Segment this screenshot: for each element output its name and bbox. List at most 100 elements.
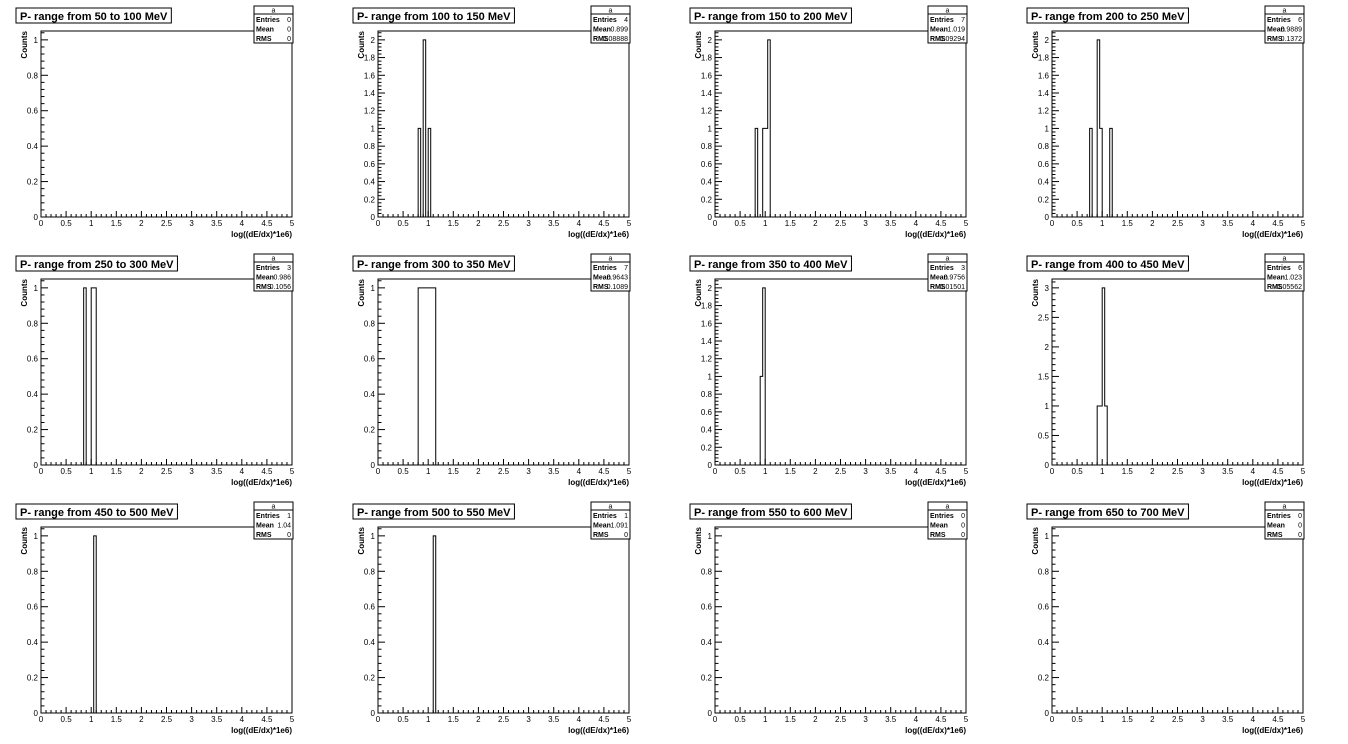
stats-mean-value: 1.023 — [1284, 275, 1302, 282]
x-tick-label: 5 — [290, 219, 295, 228]
stats-rms-value: 0.01501 — [940, 284, 965, 291]
x-tick-label: 1 — [763, 715, 768, 724]
x-axis-label: log((dE/dx)*1e6) — [231, 230, 292, 239]
stats-rms-value: 0.1372 — [1281, 36, 1303, 43]
y-tick-label: 1 — [708, 124, 713, 133]
x-tick-label: 1.5 — [448, 219, 460, 228]
x-tick-label: 2 — [1150, 219, 1155, 228]
stats-entries-value: 6 — [1298, 265, 1302, 272]
title-box — [352, 7, 515, 24]
y-tick-label: 0.6 — [701, 160, 713, 169]
y-tick-label: 1.6 — [364, 71, 376, 80]
x-tick-label: 3.5 — [1222, 467, 1234, 476]
x-axis-label: log((dE/dx)*1e6) — [568, 726, 629, 735]
x-tick-label: 0 — [39, 467, 44, 476]
title-box — [1026, 7, 1189, 24]
x-tick-label: 3.5 — [211, 467, 223, 476]
panel-title: P- range from 450 to 500 MeV — [20, 507, 174, 519]
y-tick-label: 0.6 — [364, 603, 376, 612]
x-tick-label: 1.5 — [785, 715, 797, 724]
title-box — [15, 503, 178, 520]
stats-box — [590, 501, 631, 540]
stats-entries-value: 1 — [624, 513, 628, 520]
y-tick-label: 0 — [371, 709, 376, 718]
stats-entries-value: 0 — [1298, 513, 1302, 520]
x-axis-label: log((dE/dx)*1e6) — [231, 726, 292, 735]
stats-mean-label: Mean — [930, 27, 948, 34]
y-tick-label: 2.5 — [1038, 313, 1050, 322]
stats-entries-label: Entries — [256, 265, 280, 272]
histogram-svg: P- range from 550 to 600 MeV 0 0.5 1 1.5 2 2.5… — [689, 501, 969, 735]
y-tick-label: 0.2 — [27, 674, 39, 683]
stats-name: a — [272, 504, 276, 511]
histogram-panel: P- range from 100 to 150 MeV 0 0.5 1 1.5 2 2.5… — [337, 0, 674, 248]
x-tick-label: 1.5 — [785, 219, 797, 228]
x-tick-label: 2.5 — [161, 219, 173, 228]
stats-entries-label: Entries — [1267, 17, 1291, 24]
y-tick-label: 1 — [1045, 402, 1050, 411]
histogram-outline — [93, 535, 97, 713]
y-tick-label: 0.4 — [1038, 178, 1050, 187]
plot-frame — [1051, 278, 1304, 466]
x-tick-label: 0.5 — [61, 219, 73, 228]
x-tick-label: 4 — [914, 467, 919, 476]
y-tick-label: 2 — [1045, 343, 1050, 352]
y-axis-label: Counts — [20, 278, 29, 306]
y-tick-label: 0.4 — [701, 638, 713, 647]
plot-frame — [1051, 526, 1304, 714]
x-tick-label: 0 — [713, 467, 718, 476]
stats-entries-label: Entries — [593, 17, 617, 24]
histogram-panel: P- range from 500 to 550 MeV 0 0.5 1 1.5 2 2.5… — [337, 496, 674, 744]
title-box — [1026, 503, 1189, 520]
histogram-svg: P- range from 300 to 350 MeV 0 0.5 1 1.5 2 2.5… — [352, 253, 632, 487]
stats-entries-value: 3 — [961, 265, 965, 272]
x-tick-label: 4.5 — [935, 219, 947, 228]
stats-entries-label: Entries — [256, 513, 280, 520]
y-tick-label: 0.6 — [701, 408, 713, 417]
stats-mean-label: Mean — [930, 523, 948, 530]
histogram-svg: P- range from 100 to 150 MeV 0 0.5 1 1.5 2 2.5… — [352, 5, 632, 239]
y-tick-label: 0.4 — [364, 638, 376, 647]
y-tick-label: 0.8 — [27, 319, 39, 328]
stats-name: a — [1283, 256, 1287, 263]
y-tick-label: 2 — [371, 36, 376, 45]
y-tick-label: 0 — [708, 213, 713, 222]
y-tick-label: 1.2 — [701, 107, 713, 116]
stats-box — [253, 253, 294, 292]
x-tick-label: 0 — [376, 467, 381, 476]
x-axis-label: log((dE/dx)*1e6) — [1242, 230, 1303, 239]
stats-box — [590, 5, 631, 44]
y-tick-label: 0.8 — [701, 390, 713, 399]
y-tick-label: 1 — [371, 124, 376, 133]
x-tick-label: 4.5 — [598, 467, 610, 476]
x-tick-label: 1.5 — [1122, 467, 1134, 476]
stats-name: a — [946, 8, 950, 15]
plot-frame — [714, 278, 967, 466]
y-tick-label: 0.6 — [27, 107, 39, 116]
title-box — [352, 255, 515, 272]
x-tick-label: 4.5 — [598, 715, 610, 724]
stats-box — [927, 253, 968, 292]
histogram-panel: P- range from 50 to 100 MeV 0 0.5 1 1.5 2 2.5 3… — [0, 0, 337, 248]
y-tick-label: 0.4 — [27, 638, 39, 647]
stats-rms-value: 0 — [287, 36, 291, 43]
y-tick-label: 1.8 — [701, 302, 713, 311]
stats-mean-label: Mean — [593, 275, 611, 282]
x-tick-label: 4 — [1251, 219, 1256, 228]
y-tick-label: 0.6 — [364, 160, 376, 169]
histogram-svg: P- range from 400 to 450 MeV 0 0.5 1 1.5 2 2.5… — [1026, 253, 1306, 487]
x-axis-label: log((dE/dx)*1e6) — [905, 478, 966, 487]
histogram-outline — [1089, 39, 1113, 217]
x-tick-label: 2.5 — [1172, 219, 1184, 228]
y-tick-label: 0.5 — [1038, 431, 1050, 440]
stats-name: a — [272, 256, 276, 263]
x-tick-label: 5 — [1301, 715, 1306, 724]
y-tick-label: 1.6 — [701, 71, 713, 80]
panel-title: P- range from 550 to 600 MeV — [694, 507, 848, 519]
stats-mean-value: 0 — [1298, 523, 1302, 530]
title-box — [352, 503, 515, 520]
stats-entries-label: Entries — [593, 265, 617, 272]
x-tick-label: 1.5 — [785, 467, 797, 476]
x-tick-label: 3 — [1200, 467, 1205, 476]
stats-name: a — [946, 256, 950, 263]
